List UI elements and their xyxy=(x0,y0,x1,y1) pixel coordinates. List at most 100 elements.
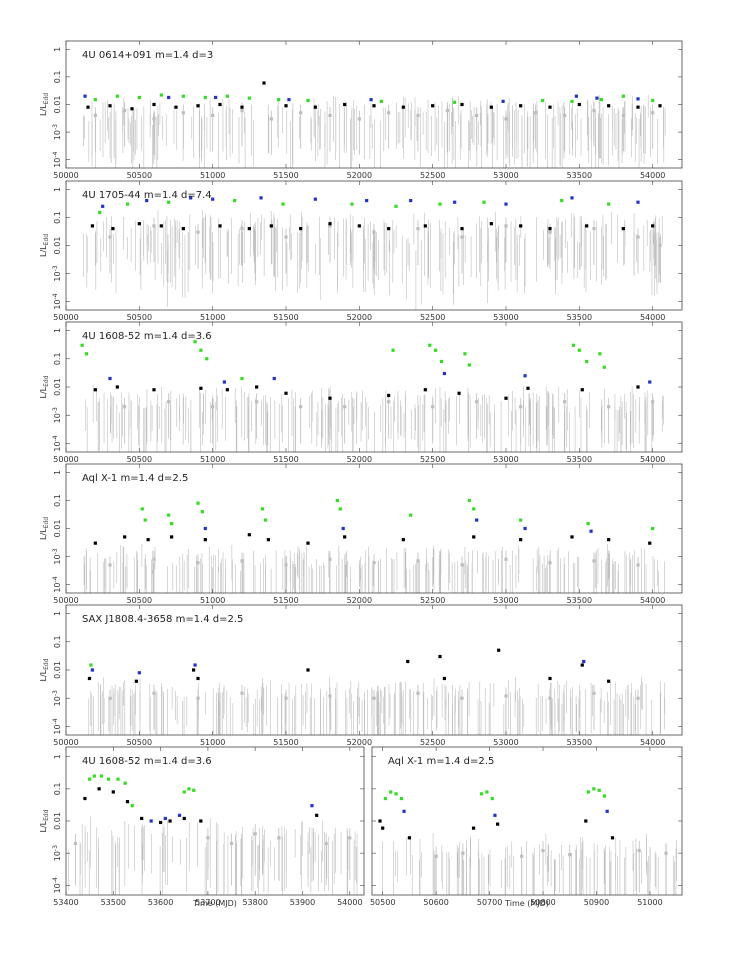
p2-point-black xyxy=(90,224,94,228)
p7-point-grey xyxy=(520,854,524,858)
p1-noise-layer xyxy=(83,94,666,168)
p4-xtick-label: 50500 xyxy=(127,596,152,605)
p2-point-blue xyxy=(636,200,640,204)
p7-point-black xyxy=(584,819,588,823)
p2-point-grey xyxy=(416,227,420,231)
p6-point-green xyxy=(187,787,191,791)
p5-ytick-label: 10-4 xyxy=(52,718,62,734)
p3-title: 4U 1608-52 m=1.4 d=3.6 xyxy=(82,331,212,342)
panel-6: 53400 53500 53600 53700 53800 53900 54000 10-4 1… xyxy=(39,746,365,907)
p3-point-green xyxy=(577,348,581,352)
p5-point-grey xyxy=(328,694,332,698)
p7-point-green xyxy=(389,790,393,794)
p3-point-black xyxy=(636,385,640,389)
p2-point-grey xyxy=(196,230,200,234)
p5-title: SAX J1808.4-3658 m=1.4 d=2.5 xyxy=(82,614,243,625)
p2-point-blue xyxy=(189,196,193,200)
p7-point-grey xyxy=(541,849,545,853)
p1-point-black xyxy=(401,105,405,109)
p4-point-green xyxy=(586,521,590,526)
p1-point-black xyxy=(130,107,134,111)
p5-xtick-label: 52000 xyxy=(347,738,372,747)
p2-ytick-label: 0.1 xyxy=(53,211,62,224)
p5-point-black xyxy=(607,679,611,683)
p7-xtick-label: 50700 xyxy=(477,898,502,907)
p4-point-black xyxy=(306,541,310,545)
p5-point-green xyxy=(89,663,93,667)
p4-point-blue xyxy=(589,529,593,533)
p4-point-black xyxy=(146,538,150,542)
p6-title: 4U 1608-52 m=1.4 d=3.6 xyxy=(82,756,212,767)
p1-point-black xyxy=(343,102,347,107)
p2-xtick-label: 54000 xyxy=(640,313,665,322)
p3-xtick-label: 51500 xyxy=(273,455,298,464)
p4-point-green xyxy=(143,518,147,522)
p6-point-green xyxy=(106,777,111,781)
p2-point-grey xyxy=(636,235,640,239)
p2-point-grey xyxy=(152,224,156,228)
p2-point-grey xyxy=(240,227,244,231)
p1-point-green xyxy=(599,98,603,102)
p1-ytick-label: 10-4 xyxy=(52,151,62,167)
p1-series-grey xyxy=(93,102,655,155)
p3-point-black xyxy=(115,385,119,389)
p1-series-blue xyxy=(83,94,640,103)
p3-point-green xyxy=(84,352,89,356)
p6-point-green xyxy=(123,781,127,785)
p2-point-green xyxy=(482,200,486,204)
p1-point-black xyxy=(489,105,493,109)
p2-point-green xyxy=(98,210,102,215)
p4-noise-layer xyxy=(83,543,665,593)
p1-point-grey xyxy=(299,111,303,115)
p3-point-grey xyxy=(167,400,171,404)
p6-point-black xyxy=(97,787,101,791)
p6-series-blue xyxy=(149,804,314,823)
p3-point-black xyxy=(328,396,332,400)
p5-xtick-label: 53500 xyxy=(567,738,592,747)
p3-point-blue xyxy=(442,371,446,376)
p2-point-grey xyxy=(504,224,508,228)
p2-point-grey xyxy=(108,235,112,239)
p3-point-black xyxy=(225,388,229,392)
p1-point-black xyxy=(658,104,662,108)
p7-point-black xyxy=(471,826,476,830)
p1-point-green xyxy=(621,94,625,98)
p1-point-black xyxy=(152,102,156,107)
p4-point-black xyxy=(607,538,611,542)
p2-point-black xyxy=(111,227,115,231)
p2-point-green xyxy=(233,198,237,203)
p4-xtick-label: 53500 xyxy=(567,596,592,605)
p5-point-black xyxy=(192,668,196,672)
p4-ytick-label: 10-3 xyxy=(52,548,62,564)
p2-point-black xyxy=(621,227,625,231)
p5-series-grey xyxy=(108,684,640,735)
p1-point-green xyxy=(651,98,655,103)
p1-point-grey xyxy=(357,117,361,121)
p4-point-grey xyxy=(240,559,244,563)
p7-point-blue xyxy=(402,809,406,813)
p4-point-grey xyxy=(152,557,156,561)
p4-point-grey xyxy=(548,561,552,565)
p6-ylabel: L/LEdd xyxy=(39,809,50,832)
p2-point-black xyxy=(247,227,251,231)
p2-point-black xyxy=(181,227,185,231)
p7-point-green xyxy=(479,792,484,796)
p5-series-green xyxy=(89,663,93,667)
p6-point-black xyxy=(315,813,319,817)
p2-series-green xyxy=(98,198,611,215)
p6-ytick-label: 1 xyxy=(53,754,62,759)
p1-point-black xyxy=(460,102,464,107)
p7-xtick-label: 50500 xyxy=(370,898,395,907)
p7-point-blue xyxy=(605,809,609,813)
p2-point-grey xyxy=(592,227,596,231)
p3-point-green xyxy=(80,343,84,347)
p4-point-green xyxy=(472,507,476,511)
p2-series-black xyxy=(90,222,655,231)
p3-point-blue xyxy=(108,376,112,381)
p1-point-blue xyxy=(501,99,505,103)
p1-point-grey xyxy=(445,109,449,113)
p4-point-green xyxy=(338,507,342,511)
p4-point-green xyxy=(167,513,171,517)
p4-xtick-label: 52000 xyxy=(347,596,372,605)
p6-point-green xyxy=(182,790,186,794)
